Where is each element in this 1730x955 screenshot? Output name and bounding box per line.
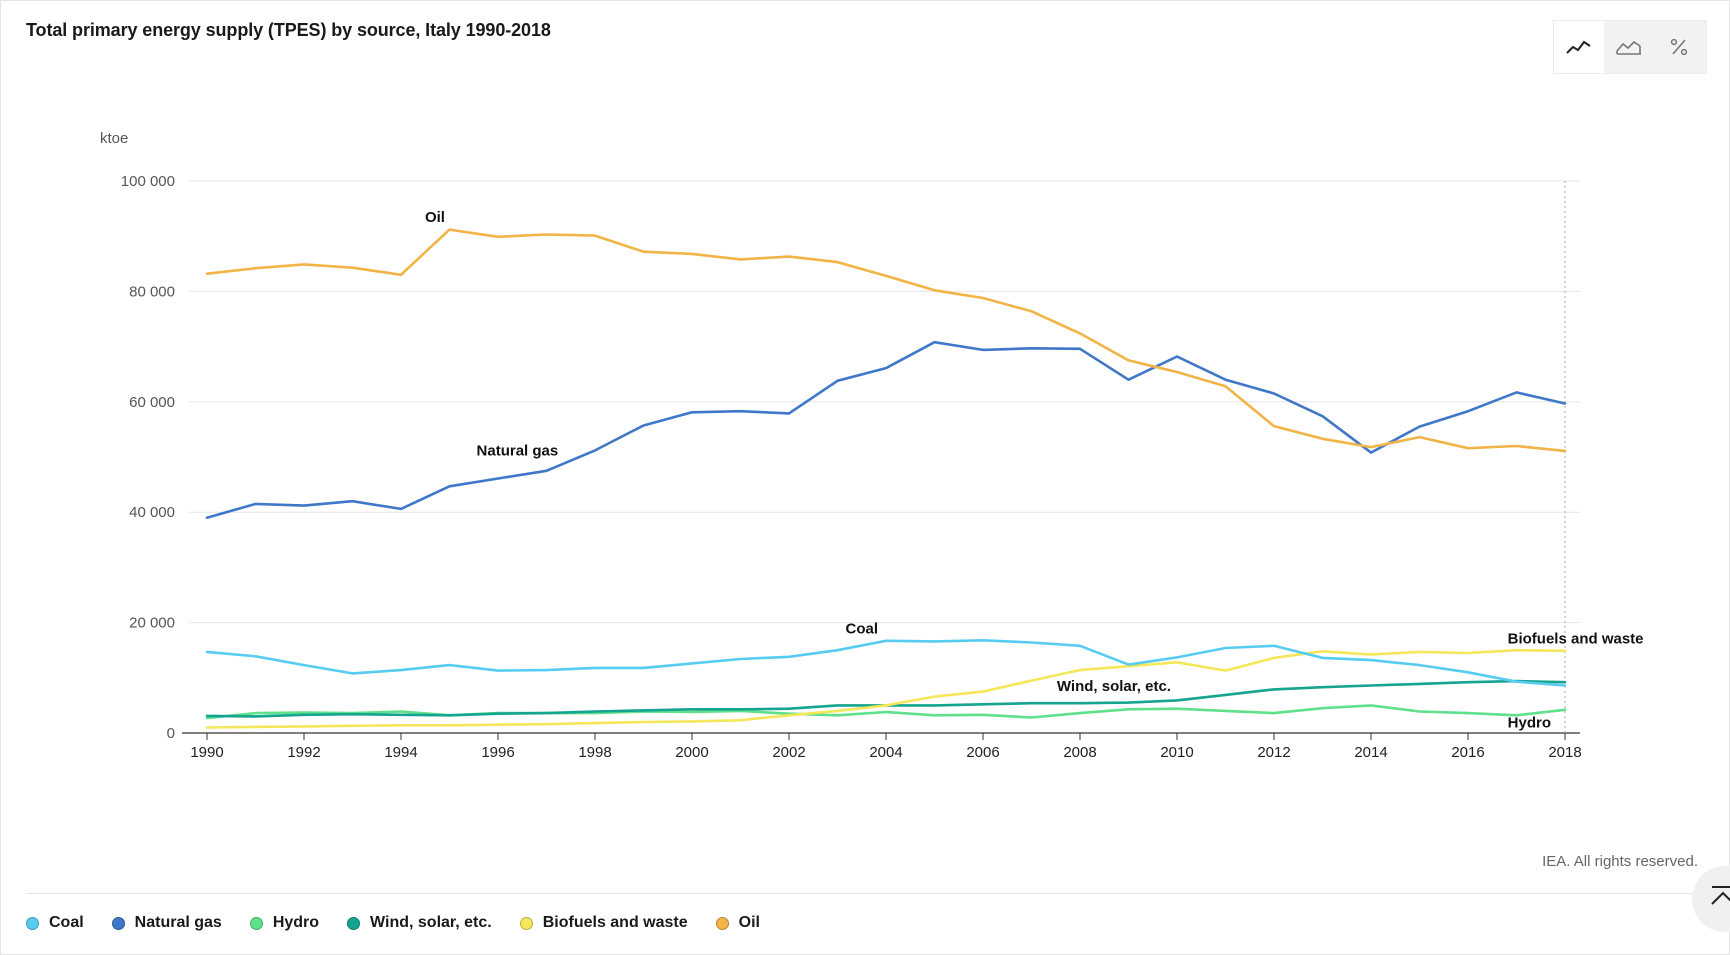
y-tick-label: 0 xyxy=(167,725,175,742)
x-tick-label: 2010 xyxy=(1160,744,1193,761)
x-tick-label: 2014 xyxy=(1354,744,1387,761)
series-line-biofuels-and-waste xyxy=(205,648,1567,729)
series-label: Hydro xyxy=(1508,714,1551,731)
legend-label: Wind, solar, etc. xyxy=(370,914,492,931)
copyright-notice: IEA. All rights reserved. xyxy=(1542,853,1698,870)
percent-icon xyxy=(1670,38,1688,56)
wind-solar-legend-dot xyxy=(347,916,361,930)
view-toggle xyxy=(1553,20,1707,74)
x-tick-label: 2006 xyxy=(966,744,999,761)
area-view-button[interactable] xyxy=(1604,21,1654,73)
y-axis-label: ktoe xyxy=(100,130,128,147)
coal-legend-dot xyxy=(26,916,39,930)
line-chart-icon xyxy=(1566,40,1591,54)
x-tick-label: 2002 xyxy=(772,744,805,761)
x-tick-label: 1994 xyxy=(384,744,417,761)
legend-label: Natural gas xyxy=(134,914,222,931)
x-tick-label: 2018 xyxy=(1548,744,1581,761)
x-tick-label: 1996 xyxy=(481,744,514,761)
y-tick-label: 100 000 xyxy=(121,173,175,190)
y-tick-label: 20 000 xyxy=(129,615,175,632)
line-view-button[interactable] xyxy=(1554,21,1604,73)
chevron-up-icon xyxy=(1711,886,1730,905)
legend-label: Hydro xyxy=(272,914,320,931)
x-tick-label: 1990 xyxy=(190,744,223,761)
legend-item-natural-gas[interactable]: Natural gas xyxy=(111,914,222,932)
series-label: Coal xyxy=(845,621,878,638)
x-tick-label: 2016 xyxy=(1451,744,1484,761)
x-tick-label: 2004 xyxy=(869,744,902,761)
series-line-natural-gas xyxy=(205,340,1567,520)
series-label: Oil xyxy=(425,209,445,226)
x-tick-label: 2008 xyxy=(1063,744,1096,761)
series-line-oil xyxy=(205,228,1567,453)
legend-item-hydro[interactable]: Hydro xyxy=(249,914,320,932)
chart-legend: Coal Natural gas Hydro Wind, solar, etc.… xyxy=(26,914,760,932)
x-tick-label: 1998 xyxy=(578,744,611,761)
hydro-legend-dot xyxy=(249,916,263,930)
series-line-coal xyxy=(205,638,1567,687)
legend-divider xyxy=(26,893,1716,894)
legend-item-wind-solar[interactable]: Wind, solar, etc. xyxy=(347,914,492,932)
y-tick-label: 60 000 xyxy=(129,394,175,411)
series-label: Natural gas xyxy=(477,442,559,459)
x-tick-label: 1992 xyxy=(287,744,320,761)
series-label: Wind, solar, etc. xyxy=(1057,678,1171,695)
legend-label: Coal xyxy=(49,914,84,931)
area-chart-icon xyxy=(1616,40,1641,55)
y-tick-label: 40 000 xyxy=(129,504,175,521)
x-tick-label: 2000 xyxy=(675,744,708,761)
y-tick-label: 80 000 xyxy=(129,283,175,300)
percent-view-button[interactable] xyxy=(1654,21,1704,73)
biofuels-legend-dot xyxy=(519,916,533,930)
oil-legend-dot xyxy=(715,916,729,930)
series-label: Biofuels and waste xyxy=(1508,631,1644,648)
natural-gas-legend-dot xyxy=(111,916,125,930)
legend-item-oil[interactable]: Oil xyxy=(715,914,760,932)
legend-item-biofuels[interactable]: Biofuels and waste xyxy=(519,914,688,932)
legend-label: Biofuels and waste xyxy=(542,914,688,931)
legend-label: Oil xyxy=(738,914,760,931)
chart-title: Total primary energy supply (TPES) by so… xyxy=(26,20,551,40)
legend-item-coal[interactable]: Coal xyxy=(26,914,84,932)
line-chart: 0 20 000 40 000 60 000 80 000 100 000 ktoe 1990… xyxy=(100,130,1644,761)
x-tick-label: 2012 xyxy=(1257,744,1290,761)
